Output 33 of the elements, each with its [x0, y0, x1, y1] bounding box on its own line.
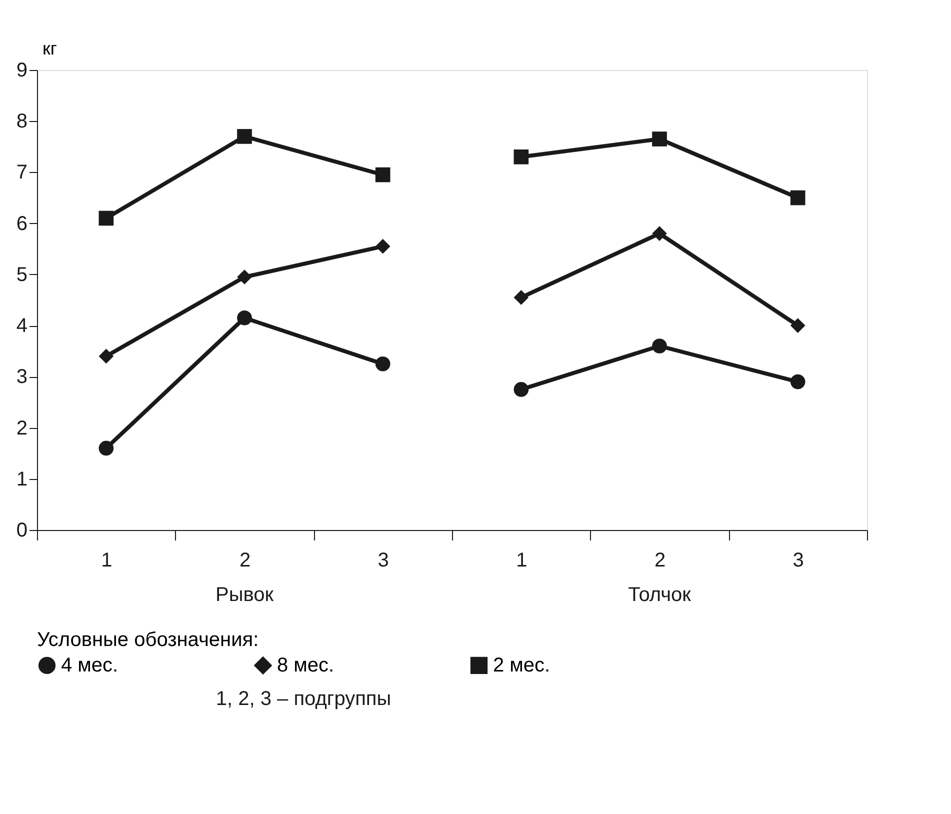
legend-label: 8 мес.	[277, 654, 334, 676]
y-tick-label: 3	[16, 366, 28, 388]
point	[98, 440, 114, 456]
point	[98, 210, 114, 226]
point	[237, 270, 252, 284]
y-tick-label: 0	[16, 520, 28, 542]
y-tick-label: 4	[16, 315, 28, 338]
legend-label: 4 мес.	[61, 654, 118, 676]
y-tick-label: 2	[16, 417, 28, 440]
y-axis-title: кг	[42, 38, 58, 58]
text: Рывок	[216, 584, 274, 606]
y-tick-label: 1	[16, 468, 28, 490]
y-tick-label: 7	[16, 162, 28, 184]
x-tick-label: 3	[378, 550, 389, 572]
y-tick-label: 6	[16, 212, 28, 235]
text: 1, 2, 3 – подгруппы	[216, 688, 392, 710]
x-tick-label: 2	[239, 550, 251, 572]
point	[375, 167, 390, 182]
point	[98, 348, 114, 364]
y-tick-label: 5	[16, 264, 28, 286]
point	[237, 129, 252, 144]
point	[237, 310, 252, 326]
point	[375, 238, 390, 254]
text: Толчок	[628, 584, 692, 606]
x-tick-label: 1	[101, 550, 112, 572]
x-tick-label: 1	[516, 550, 528, 572]
legend-title: Условные обозначения:	[37, 629, 259, 651]
y-tick-label: 8	[16, 110, 28, 133]
point	[375, 356, 390, 372]
legend-label: 2 мес.	[493, 654, 550, 676]
x-tick-label: 3	[792, 550, 804, 572]
y-tick-label: 9	[16, 60, 28, 82]
x-tick-label: 2	[654, 550, 666, 572]
